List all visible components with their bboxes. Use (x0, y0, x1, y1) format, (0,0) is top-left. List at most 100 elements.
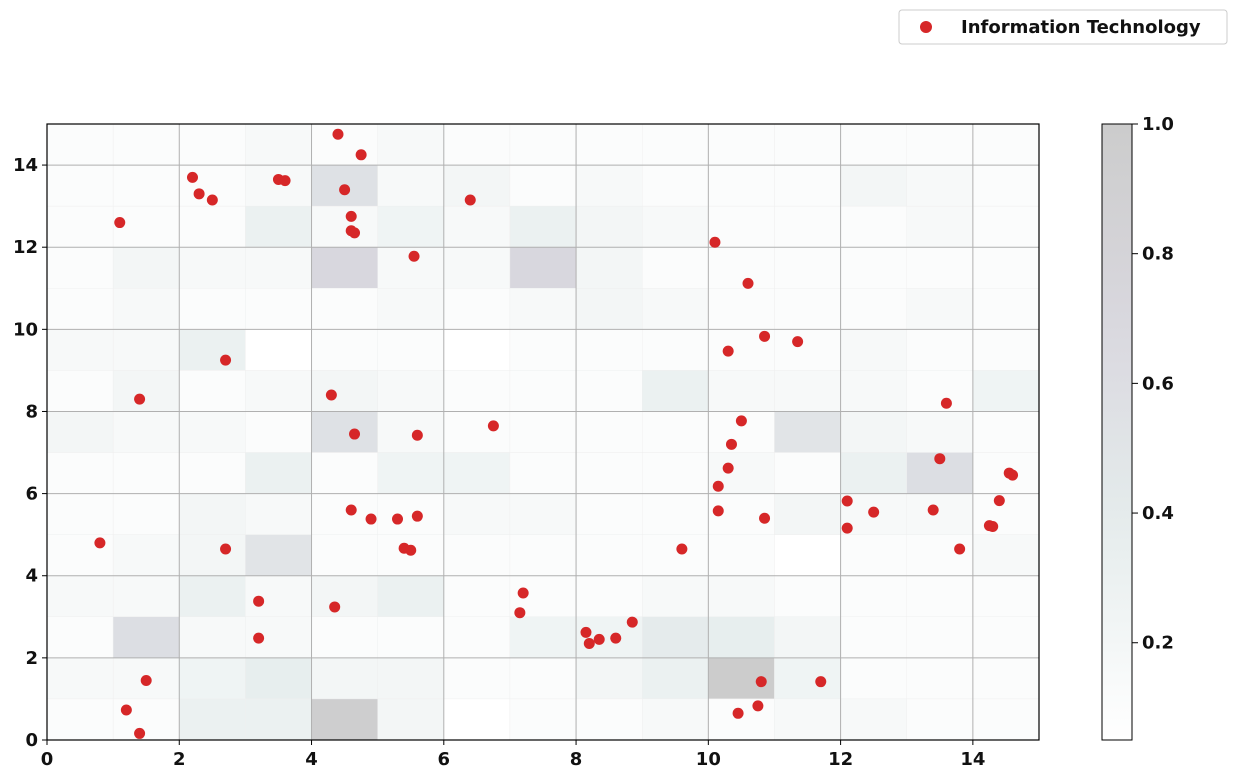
heatmap-cell (112, 698, 180, 741)
heatmap-cell (443, 452, 511, 494)
heatmap-cell (443, 288, 511, 330)
heatmap-cell (642, 370, 709, 412)
scatter-point (732, 707, 744, 719)
heatmap-cell (443, 123, 511, 166)
scatter-point (408, 250, 420, 262)
heatmap-cell (972, 411, 1040, 453)
heatmap-cells (46, 123, 1040, 741)
heatmap-cell (377, 452, 444, 494)
scatter-point (815, 676, 827, 688)
heatmap-cell (575, 657, 643, 700)
scatter-point (593, 633, 605, 645)
scatter-point (755, 676, 767, 688)
y-tick-label: 2 (25, 648, 38, 669)
scatter-point (742, 277, 754, 289)
heatmap-cell (46, 288, 114, 330)
scatter-point (987, 520, 999, 532)
heatmap-cell (840, 370, 907, 412)
scatter-point (345, 210, 357, 222)
heatmap-cell (377, 575, 444, 618)
heatmap-cell (112, 575, 180, 618)
legend-marker (920, 21, 932, 33)
heatmap-cell (906, 288, 974, 330)
heatmap-cell (642, 329, 709, 371)
heatmap-cell (972, 123, 1040, 166)
heatmap-cell (840, 205, 907, 248)
heatmap-cell (840, 534, 907, 576)
heatmap-cell (906, 370, 974, 412)
heatmap-cell (642, 246, 709, 289)
scatter-point (349, 428, 361, 440)
heatmap-cell (443, 246, 511, 289)
heatmap-cell (311, 534, 378, 576)
scatter-point (709, 236, 721, 248)
heatmap-cell (179, 411, 246, 453)
heatmap-cell (245, 246, 312, 289)
heatmap-cell (245, 698, 312, 741)
heatmap-cell (179, 123, 246, 166)
heatmap-cell (377, 329, 444, 371)
scatter-point (332, 128, 344, 140)
scatter-point (365, 513, 377, 525)
heatmap-cell (179, 657, 246, 700)
heatmap-cell (642, 698, 709, 741)
heatmap-cell (509, 698, 577, 741)
heatmap-cell (509, 657, 577, 700)
heatmap-cell (311, 246, 378, 289)
heatmap-cell (906, 575, 974, 618)
heatmap-cell (774, 288, 841, 330)
scatter-point (94, 537, 106, 549)
scatter-point (712, 505, 724, 517)
heatmap-cell (245, 657, 312, 700)
heatmap-cell (112, 329, 180, 371)
heatmap-cell (377, 493, 444, 535)
heatmap-cell (377, 616, 444, 659)
heatmap-cell (642, 493, 709, 535)
heatmap-cell (46, 164, 114, 207)
colorbar-tick-label: 1.0 (1142, 114, 1174, 135)
heatmap-cell (443, 329, 511, 371)
x-tick-label: 12 (828, 749, 853, 770)
heatmap-cell (642, 534, 709, 576)
heatmap-cell (443, 493, 511, 535)
heatmap-cell (774, 493, 841, 535)
y-tick-label: 10 (13, 319, 38, 340)
heatmap-cell (774, 698, 841, 741)
heatmap-cell (642, 452, 709, 494)
heatmap-cell (906, 246, 974, 289)
heatmap-cell (509, 329, 577, 371)
scatter-point (927, 504, 939, 516)
heatmap-cell (575, 288, 643, 330)
scatter-point (253, 632, 265, 644)
heatmap-cell (46, 657, 114, 700)
scatter-point (114, 217, 126, 229)
heatmap-cell (245, 123, 312, 166)
heatmap-cell (443, 575, 511, 618)
x-tick-label: 0 (41, 749, 54, 770)
heatmap-cell (311, 288, 378, 330)
heatmap-cell (509, 452, 577, 494)
heatmap-cell (906, 205, 974, 248)
scatter-point (722, 462, 734, 474)
scatter-point (329, 601, 341, 613)
x-axis-ticks: 0 2 4 6 8 10 12 14 (41, 740, 985, 770)
heatmap-cell (906, 698, 974, 741)
heatmap-cell (377, 657, 444, 700)
heatmap-cell (774, 246, 841, 289)
heatmap-cell (575, 205, 643, 248)
scatter-point (349, 227, 361, 239)
heatmap-cell (509, 411, 577, 453)
heatmap-cell (112, 288, 180, 330)
heatmap-cell (840, 123, 907, 166)
scatter-point (610, 632, 622, 644)
heatmap-cell (575, 329, 643, 371)
heatmap-cell (708, 123, 775, 166)
heatmap-cell (245, 370, 312, 412)
heatmap-cell (509, 493, 577, 535)
scatter-point (954, 543, 966, 555)
scatter-point (626, 616, 638, 628)
scatter-point (411, 510, 423, 522)
colorbar-tick-label: 0.2 (1142, 633, 1174, 654)
colorbar-tick-label: 0.6 (1142, 373, 1174, 394)
